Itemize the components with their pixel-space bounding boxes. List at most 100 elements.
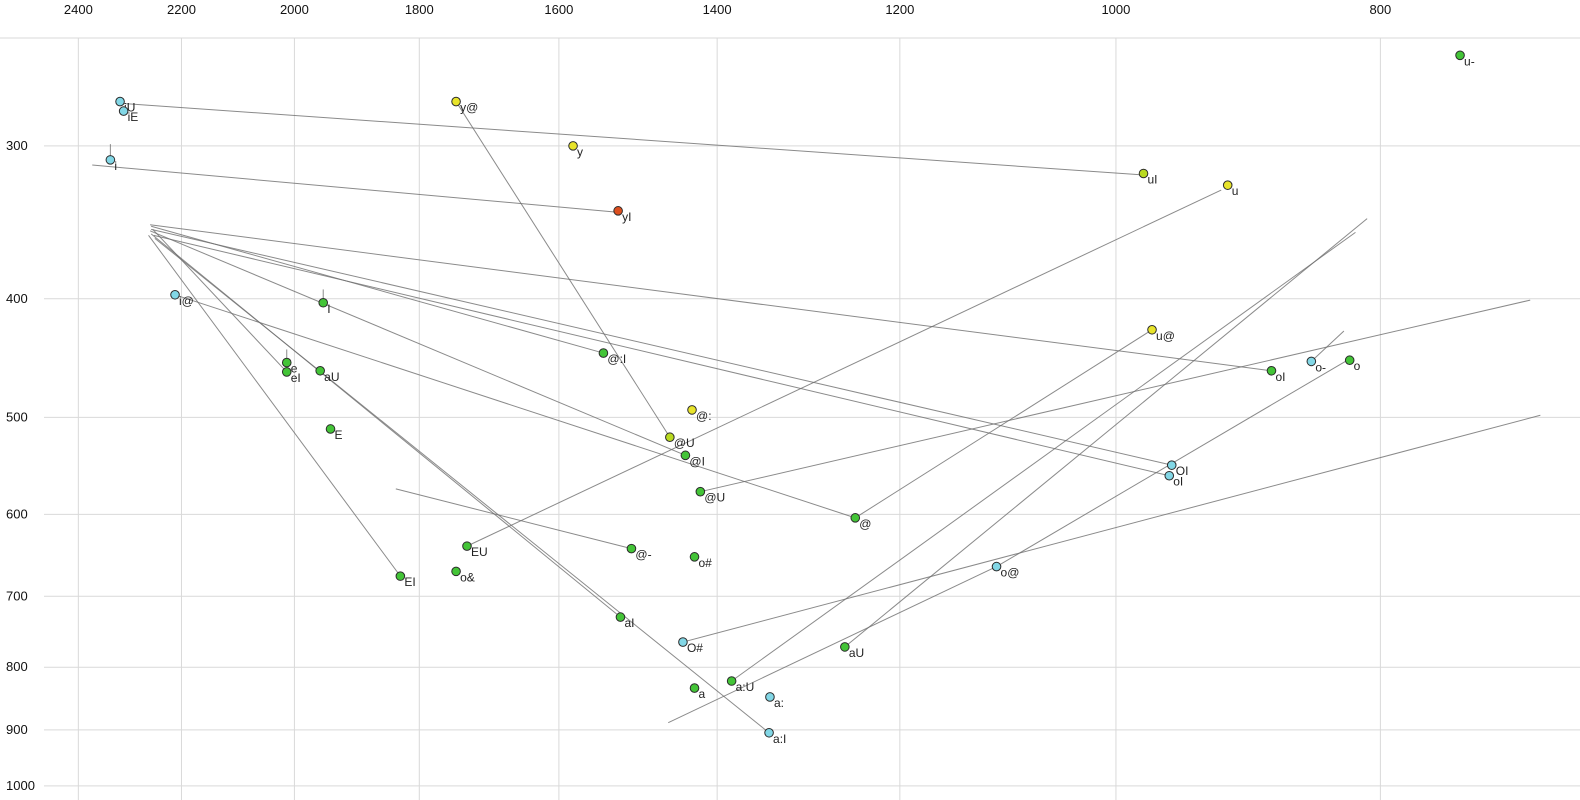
point-o&[interactable] (451, 566, 461, 577)
y-tick-label-bg (0, 776, 44, 794)
point-I[interactable] (318, 297, 329, 308)
point-o@[interactable] (991, 561, 1002, 572)
point-E[interactable] (325, 424, 336, 434)
point-@-[interactable] (626, 543, 637, 554)
trajectory-line (150, 233, 621, 618)
point-aU[interactable] (840, 642, 850, 652)
point-@U[interactable] (695, 486, 706, 497)
point-iU[interactable] (115, 96, 125, 107)
point-label: @U (674, 436, 695, 450)
point-label: aU (849, 646, 864, 660)
point-i@[interactable] (170, 289, 180, 300)
y-tick-label-bg (0, 289, 44, 307)
point-e[interactable] (281, 357, 292, 368)
point-uI[interactable] (1138, 168, 1149, 179)
point-a[interactable] (689, 683, 700, 693)
point-label: @I (689, 454, 705, 468)
point-i[interactable] (105, 155, 116, 165)
trajectory-line (854, 329, 1153, 519)
point-label: EI (404, 575, 415, 589)
x-tick-label: 2400 (64, 2, 93, 17)
x-tick-label: 2000 (280, 2, 309, 17)
y-tick-label: 500 (6, 409, 28, 424)
point-@U[interactable] (665, 432, 675, 443)
point-label: iE (128, 110, 139, 124)
point-@:I[interactable] (598, 348, 609, 358)
x-tick-label: 1200 (885, 2, 914, 17)
point-aU[interactable] (315, 365, 325, 376)
trajectory-line (151, 228, 1172, 466)
point-label: e (291, 362, 298, 376)
trajectory-line (1310, 330, 1345, 362)
y-tick-label: 900 (6, 722, 28, 737)
point-eI[interactable] (281, 367, 292, 377)
grid (0, 37, 1580, 800)
point-label: aI (624, 616, 634, 630)
trajectory-line (466, 189, 1222, 547)
point-label: a (699, 687, 706, 701)
point-label: i (114, 159, 117, 173)
trajectory-line (123, 102, 1146, 176)
point-u@[interactable] (1147, 324, 1157, 335)
point-OI[interactable] (1166, 460, 1177, 470)
point-@:[interactable] (687, 405, 697, 415)
point-label: y (577, 145, 583, 159)
trajectory-line (731, 231, 1356, 682)
trajectory-line (668, 566, 997, 724)
trajectory-line (92, 164, 619, 213)
point-label: o- (1315, 360, 1326, 374)
axis-tick-labels: 2400 2200 2000 1800 1600 1400 1200 1000 800 300 40… (0, 2, 1391, 794)
point-o-[interactable] (1306, 356, 1317, 367)
trajectory-line (149, 230, 686, 456)
point-o[interactable] (1344, 355, 1355, 366)
point-label: a:I (773, 732, 786, 746)
point-u-[interactable] (1455, 50, 1465, 61)
point-label: E (335, 428, 343, 442)
y-tick-label: 300 (6, 138, 28, 153)
point-O#[interactable] (678, 637, 688, 647)
y-tick-label: 700 (6, 588, 28, 603)
point-label: aU (324, 370, 339, 384)
point-label: eI (291, 371, 301, 385)
trajectory-line (150, 224, 1272, 372)
point-@I[interactable] (680, 450, 691, 461)
x-tick-label: 800 (1370, 2, 1392, 17)
y-tick-label-bg (0, 408, 44, 426)
point-oI[interactable] (1164, 470, 1175, 481)
point-label: u (1232, 184, 1239, 198)
point-label: y@ (460, 101, 478, 115)
y-tick-label-bg (0, 587, 44, 605)
point-label: u@ (1156, 329, 1175, 343)
point-u[interactable] (1222, 180, 1233, 190)
point-label: @: (696, 409, 712, 423)
y-tick-label: 800 (6, 659, 28, 674)
point-@[interactable] (850, 513, 861, 523)
x-tick-label: 1400 (703, 2, 732, 17)
point-aI[interactable] (615, 612, 626, 622)
point-label: I (327, 302, 330, 316)
x-tick-label: 1800 (405, 2, 434, 17)
point-iE[interactable] (118, 106, 129, 116)
point-a:[interactable] (765, 692, 775, 702)
point-label: @- (635, 548, 651, 562)
point-y@[interactable] (451, 96, 461, 107)
point-label: o@ (1001, 566, 1020, 580)
point-label: a:U (736, 680, 755, 694)
point-label: yI (622, 210, 631, 224)
point-a:U[interactable] (726, 676, 737, 686)
point-EI[interactable] (395, 571, 406, 581)
point-o#[interactable] (689, 552, 700, 562)
point-yI[interactable] (613, 206, 623, 216)
trajectory-line (154, 237, 770, 734)
point-label: o# (699, 556, 713, 570)
point-y[interactable] (568, 141, 578, 151)
trajectory-lines (92, 101, 1541, 734)
point-a:I[interactable] (764, 727, 774, 738)
point-EU[interactable] (462, 541, 472, 551)
point-oI[interactable] (1266, 365, 1277, 376)
trajectory-line (151, 225, 604, 354)
point-label: @:I (607, 352, 626, 366)
point-label: iU (124, 101, 135, 115)
